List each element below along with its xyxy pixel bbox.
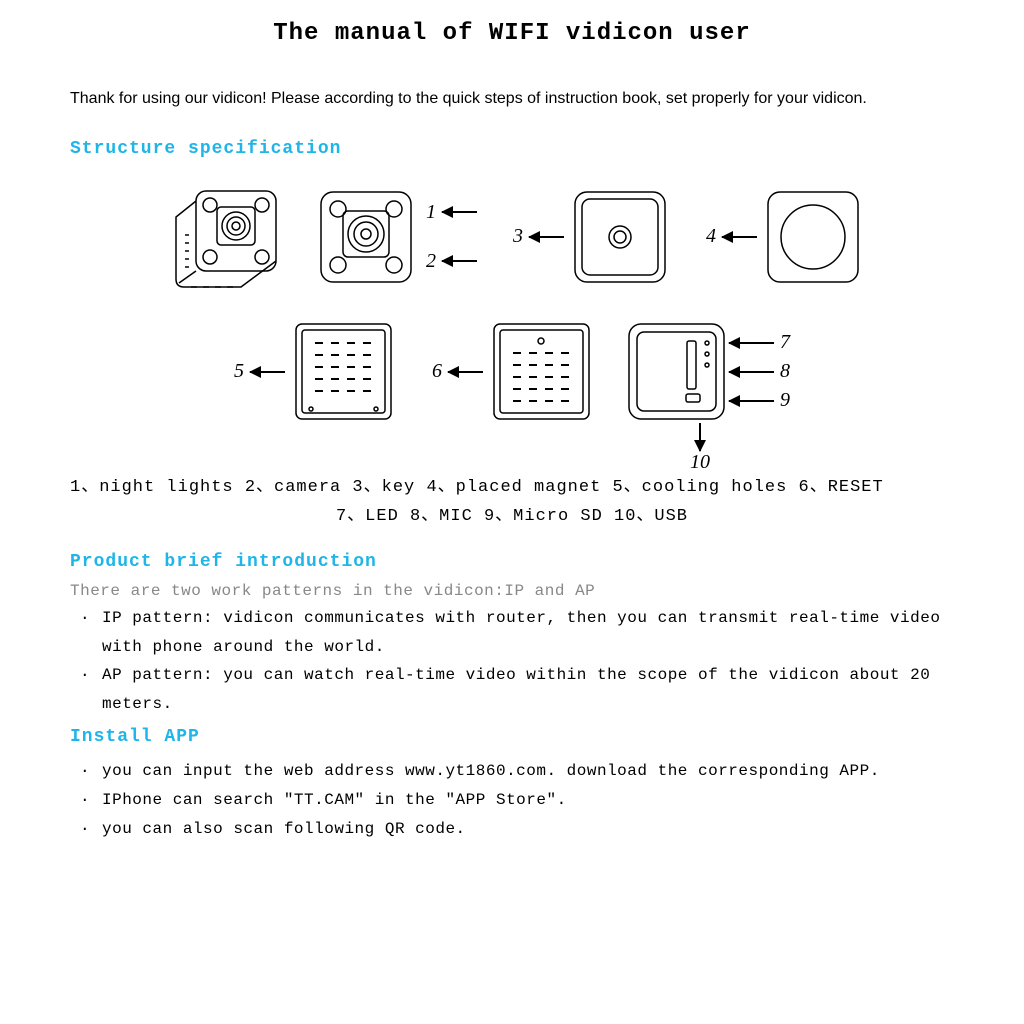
diagram-view-perspective (161, 179, 286, 294)
bullet-item: IP pattern: vidicon communicates with ro… (102, 604, 954, 662)
label-2: 2 (426, 250, 436, 273)
product-bullets: ·IP pattern: vidicon communicates with r… (80, 604, 954, 719)
arrow-icon (529, 236, 564, 238)
label-7: 7 (780, 331, 790, 354)
product-subtext: There are two work patterns in the vidic… (70, 582, 954, 600)
arrow-icon (699, 423, 701, 451)
label-1: 1 (426, 201, 436, 224)
heading-structure: Structure specification (70, 139, 954, 159)
diagram-view-cooling: 5 (228, 319, 396, 424)
bullet-item: you can also scan following QR code. (102, 815, 466, 844)
arrow-icon (722, 236, 757, 238)
arrow-icon (250, 371, 285, 373)
legend-text: 1、night lights 2、camera 3、key 4、placed m… (70, 474, 954, 532)
arrow-icon (729, 342, 774, 344)
label-10: 10 (690, 451, 710, 474)
bullet-item: AP pattern: you can watch real-time vide… (102, 661, 954, 719)
diagram-view-front: 1 2 (316, 187, 477, 287)
heading-install: Install APP (70, 727, 954, 747)
label-9: 9 (780, 389, 790, 412)
intro-text: Thank for using our vidicon! Please acco… (70, 87, 954, 111)
label-3: 3 (513, 225, 523, 248)
label-4: 4 (706, 225, 716, 248)
install-bullets: ·you can input the web address www.yt186… (80, 757, 954, 843)
legend-line-2: 7、LED 8、MIC 9、Micro SD 10、USB (70, 503, 954, 532)
arrow-icon (729, 371, 774, 373)
diagram-row-2: 5 6 (70, 319, 954, 424)
arrow-icon (448, 371, 483, 373)
label-8: 8 (780, 360, 790, 383)
diagram-view-ports: 7 8 9 10 (624, 319, 796, 424)
arrow-icon (442, 211, 477, 213)
bullet-item: IPhone can search "TT.CAM" in the "APP S… (102, 786, 567, 815)
diagram-view-side-key: 3 (507, 187, 670, 287)
diagram-area: 1 2 3 4 (70, 179, 954, 424)
label-5: 5 (234, 360, 244, 383)
bullet-item: you can input the web address www.yt1860… (102, 757, 880, 786)
page-title: The manual of WIFI vidicon user (70, 20, 954, 47)
legend-line-1: 1、night lights 2、camera 3、key 4、placed m… (70, 474, 954, 503)
arrow-icon (442, 260, 477, 262)
diagram-row-1: 1 2 3 4 (70, 179, 954, 294)
heading-product: Product brief introduction (70, 552, 954, 572)
label-6: 6 (432, 360, 442, 383)
arrow-icon (729, 400, 774, 402)
diagram-view-reset: 6 (426, 319, 594, 424)
diagram-view-magnet: 4 (700, 187, 863, 287)
